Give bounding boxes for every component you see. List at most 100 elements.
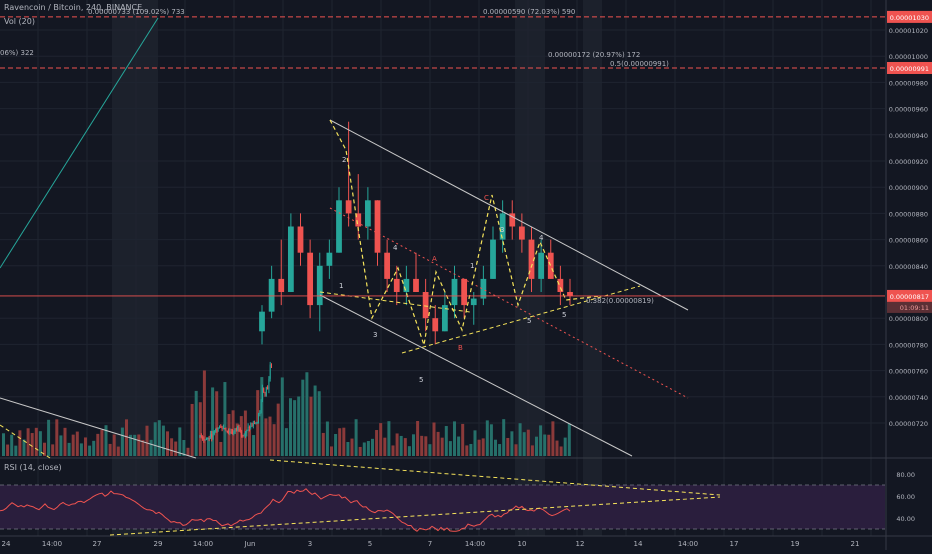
volume-bar xyxy=(477,439,481,456)
candle-body xyxy=(384,252,391,279)
price-tick-label: 0.00000800 xyxy=(889,315,928,323)
candle-body xyxy=(248,426,250,428)
candle-body xyxy=(461,278,468,306)
volume-bar xyxy=(88,445,92,456)
volume-bar xyxy=(51,444,55,456)
volume-bar xyxy=(227,413,231,456)
time-tick-label: 3 xyxy=(308,540,312,548)
candle-body xyxy=(413,278,419,292)
volume-bar xyxy=(403,438,407,456)
time-tick-label: 24 xyxy=(2,540,11,548)
candle-body xyxy=(260,399,262,413)
price-tick-label: 0.00000720 xyxy=(889,420,928,428)
time-tick-label: 14 xyxy=(634,540,643,548)
candle-body xyxy=(297,226,304,253)
volume-bar xyxy=(395,433,399,456)
volume-bar xyxy=(330,446,333,456)
candle-body xyxy=(235,428,237,430)
volume-bar xyxy=(100,429,104,456)
volume-bar xyxy=(67,442,71,456)
price-tick-label: 0.00000840 xyxy=(889,263,928,271)
volume-bar xyxy=(375,430,379,456)
volume-bar xyxy=(30,433,34,456)
volume-bar xyxy=(346,441,350,456)
volume-bar xyxy=(444,426,448,456)
rsi-line xyxy=(0,488,571,532)
volume-bar xyxy=(379,423,383,456)
wave-label: 1 xyxy=(339,282,343,290)
volume-bar xyxy=(260,377,264,456)
volume-bar xyxy=(18,430,22,456)
candle-body xyxy=(480,278,487,299)
candle-body xyxy=(234,428,236,433)
volume-bar xyxy=(75,431,79,456)
volume-bar xyxy=(219,441,223,456)
volume-bar xyxy=(567,423,571,456)
candle-body xyxy=(336,200,342,253)
price-tick-label: 0.00000740 xyxy=(889,394,928,402)
candle-body xyxy=(256,422,258,424)
volume-bar xyxy=(366,441,370,456)
volume-bar xyxy=(104,425,108,456)
volume-bar xyxy=(112,434,116,456)
trend-line-grey xyxy=(0,397,197,459)
volume-bar xyxy=(248,429,251,456)
volume-bar xyxy=(79,443,83,456)
rsi-trend-lower xyxy=(109,496,721,536)
candle-body xyxy=(451,278,458,306)
candle-body xyxy=(224,428,226,430)
channel-label: 0.382(0.00000819) xyxy=(586,297,654,305)
candle-body xyxy=(250,425,252,428)
candle-body xyxy=(307,252,314,306)
candle-body xyxy=(206,439,207,441)
candle-body xyxy=(222,428,224,430)
candle-body xyxy=(393,278,400,292)
price-tick-label: 0.00000880 xyxy=(889,210,928,218)
channel-lower xyxy=(319,294,633,457)
candle-body xyxy=(213,430,215,435)
volume-bar xyxy=(174,441,178,456)
volume-bar xyxy=(276,403,280,456)
volume-bar xyxy=(55,419,59,456)
volume-bar xyxy=(313,385,317,456)
volume-bar xyxy=(535,436,538,456)
candle-body xyxy=(499,213,506,240)
candle-body xyxy=(230,431,232,433)
candle-body xyxy=(264,391,266,396)
candle-body xyxy=(242,434,244,436)
volume-bar xyxy=(84,437,87,456)
volume-bar xyxy=(301,379,305,456)
volume-bar xyxy=(297,396,301,456)
volume-bar xyxy=(551,421,555,456)
volume-bar xyxy=(186,447,190,456)
fib-marker-bg xyxy=(887,61,932,74)
candle-body xyxy=(219,425,220,428)
volume-bar xyxy=(522,432,526,456)
candle-body xyxy=(200,435,202,438)
wave-pattern xyxy=(329,119,601,346)
measure-label-1: 0.00000733 (109.02%) 733 xyxy=(88,8,185,16)
candle-body xyxy=(246,429,248,433)
fib-marker: 0.00000991 xyxy=(890,65,929,73)
volume-bar xyxy=(428,444,432,456)
volume-bar xyxy=(469,443,473,456)
candle-body xyxy=(355,213,362,227)
volume-bar xyxy=(420,435,424,456)
volume-bar xyxy=(518,423,522,456)
price-tick-label: 0.00001020 xyxy=(889,27,928,35)
time-tick-label: 17 xyxy=(730,540,739,548)
volume-bar xyxy=(141,440,145,456)
volume-bar xyxy=(498,444,502,456)
price-tick-label: 0.00000760 xyxy=(889,368,928,376)
candle-body xyxy=(403,278,410,292)
candle-body xyxy=(216,428,218,430)
candle-body xyxy=(209,434,211,439)
volume-bar xyxy=(137,434,141,456)
time-tick-label: 19 xyxy=(791,540,800,548)
candle-body xyxy=(259,311,265,332)
candle-body xyxy=(217,427,219,430)
candle-body xyxy=(345,200,352,214)
volume-bar xyxy=(481,438,485,456)
